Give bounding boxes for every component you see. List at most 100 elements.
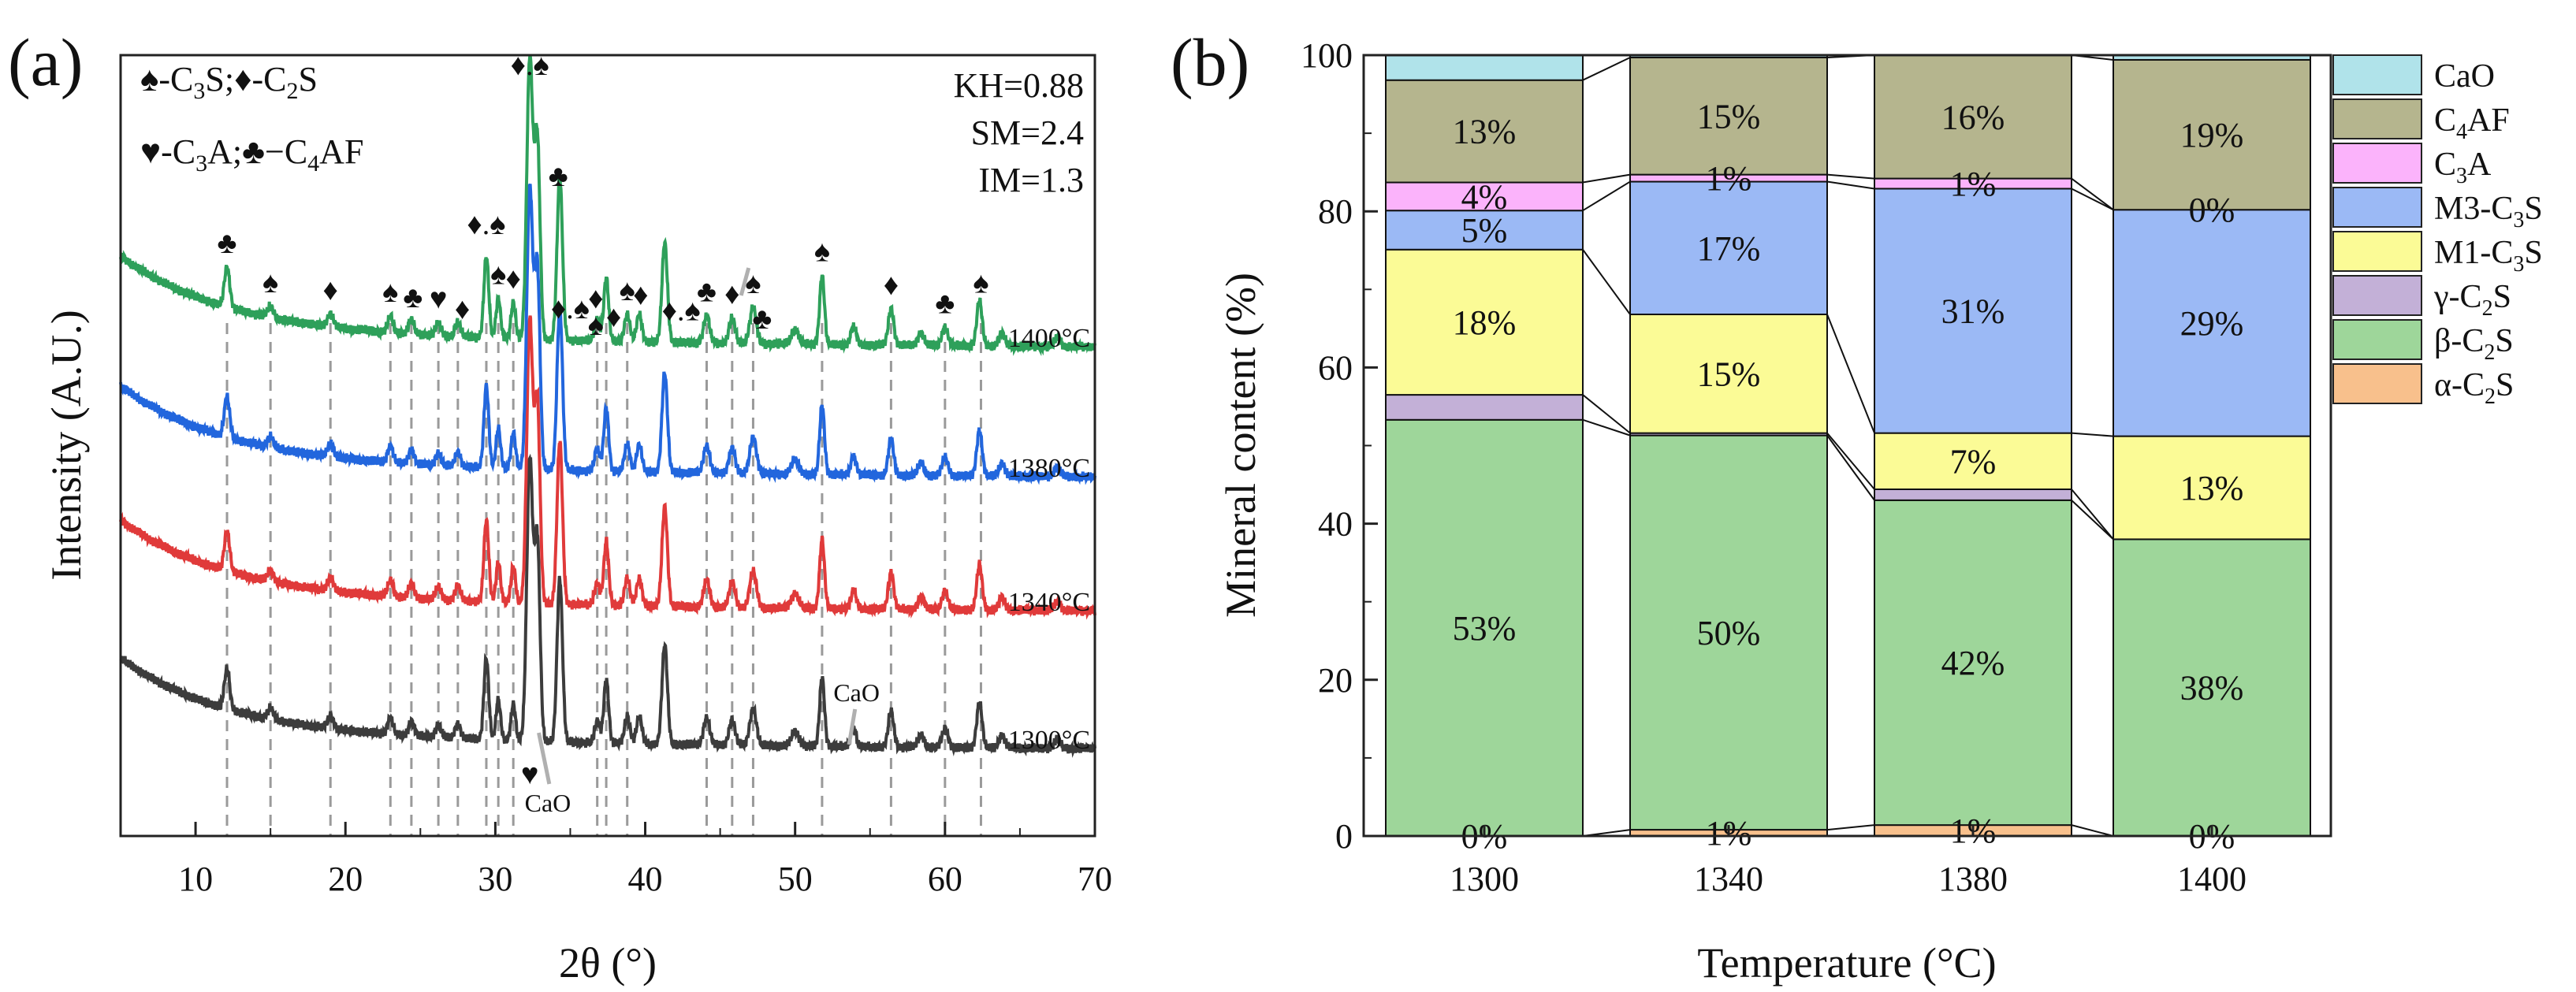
xrd-series-label: 1400°C — [1008, 324, 1090, 353]
xrd-peak-marker: ♠ — [745, 267, 761, 300]
segment-labels: 0%53%18%5%4%13%1%50%15%17%1%15%1%42%7%31… — [1453, 97, 2244, 856]
condition-sm: SM=2.4 — [971, 113, 1084, 152]
bar-connector-line — [1582, 249, 1631, 315]
xrd-pattern-group: 1300°C 1340°C 1380°C 1400°C — [119, 54, 1096, 758]
xrd-x-tick-label: 70 — [1078, 860, 1112, 898]
segment-label: 13% — [2180, 469, 2244, 507]
bar-segment — [2113, 58, 2311, 211]
xrd-x-axis-title: 2θ (°) — [559, 939, 657, 986]
legend-swatch — [2332, 319, 2422, 360]
bar-segment — [1874, 499, 2072, 827]
xrd-pattern-1380 — [119, 183, 1096, 485]
legend-label: β-C2S — [2434, 323, 2514, 365]
marker-key-line-1: ♠-C3S;♦-C2S — [140, 60, 318, 104]
bar-segment — [1629, 56, 1828, 176]
bar-y-tick-label: 40 — [1318, 505, 1353, 544]
xrd-peak-marker: ♦ — [323, 273, 338, 307]
legend-label: α-C2S — [2434, 367, 2514, 409]
condition-im: IM=1.3 — [978, 161, 1084, 199]
xrd-x-tick-label: 60 — [928, 860, 962, 898]
xrd-peak-marker: ♦ — [588, 282, 603, 315]
legend-swatch — [2332, 98, 2422, 139]
marker-arrow — [739, 267, 751, 296]
condition-kh: KH=0.88 — [954, 66, 1084, 105]
bar-x-axis-title: Temperature (°C) — [1697, 939, 1996, 986]
xrd-x-tick-label: 10 — [178, 860, 213, 898]
xrd-peak-marker: ♦ — [506, 262, 521, 295]
xrd-peak-marker: ♦ — [606, 301, 621, 334]
segment-label: 4% — [1461, 177, 1508, 216]
xrd-peak-marker: ♠ — [588, 309, 604, 342]
xrd-peak-marker: ♣ — [403, 281, 423, 314]
bar-y-ticks: 0 20 40 60 80 100 — [1301, 36, 1378, 856]
segment-label: 15% — [1697, 97, 1761, 136]
xrd-peak-marker: ♠ — [620, 274, 635, 307]
bar-connector-line — [1582, 173, 1631, 184]
legend-swatch — [2332, 275, 2422, 316]
bar-connector-line — [1582, 394, 1631, 434]
bar-connector-line — [2071, 500, 2114, 541]
xrd-peak-marker: ♦ — [884, 269, 899, 302]
segment-label: 17% — [1697, 229, 1761, 268]
bar-connector-line — [2071, 489, 2114, 541]
bar-connector-line — [2071, 177, 2114, 211]
xrd-peak-marker: ♦.♠ — [551, 292, 590, 325]
xrd-x-tick-label: 50 — [778, 860, 813, 898]
xrd-peak-marker: ♣ — [935, 288, 955, 321]
legend-label: M1-C3S — [2434, 235, 2543, 277]
bar-segment — [1629, 434, 1828, 831]
segment-label: 42% — [1941, 644, 2005, 682]
xrd-series-label: 1300°C — [1008, 726, 1090, 755]
bar-connector-line — [1826, 314, 1875, 434]
xrd-series-label: 1380°C — [1008, 454, 1090, 483]
bar-connector-line — [2071, 432, 2114, 437]
bar-segment — [1385, 248, 1584, 396]
legend-swatch — [2332, 187, 2422, 228]
segment-label: 5% — [1461, 211, 1508, 250]
bar-segment — [1874, 488, 2072, 501]
bar-segment — [1874, 54, 2072, 180]
cao-annotation: CaO — [833, 678, 880, 707]
xrd-x-tick-label: 40 — [628, 860, 663, 898]
legend-label: M3-C3S — [2434, 191, 2543, 232]
segment-label: 7% — [1950, 442, 1997, 481]
cao-annotation: CaO — [525, 789, 571, 817]
c3a-annotation: ♥ — [521, 758, 539, 791]
xrd-x-tick-label: 20 — [328, 860, 363, 898]
bar-x-tick-label: 1340 — [1694, 860, 1763, 898]
xrd-peak-marker: ♣ — [752, 303, 772, 336]
xrd-peak-marker: ♦ — [633, 278, 648, 311]
bar-segment — [1874, 188, 2072, 434]
bar-connector-line — [1826, 824, 1875, 831]
bar-connector-line — [1582, 57, 1631, 81]
bar-connectors — [1582, 54, 2114, 837]
bar-x-tick-label: 1400 — [2177, 860, 2247, 898]
bar-y-axis-title: Mineral content (%) — [1217, 273, 1264, 618]
segment-label: 0% — [2189, 191, 2235, 229]
segment-label: 53% — [1453, 609, 1517, 648]
segment-label: 13% — [1453, 113, 1517, 151]
segment-label: 19% — [2180, 116, 2244, 154]
legend-swatch — [2332, 231, 2422, 272]
marker-key-line-2: ♥-C3A;♣−C4AF — [140, 132, 363, 176]
xrd-peak-marker: ♠ — [262, 266, 278, 299]
xrd-plot-frame — [119, 54, 1096, 838]
xrd-peak-marker: ♠ — [490, 258, 506, 291]
xrd-peak-marker: ♦ — [455, 293, 470, 326]
bar-x-ticks: 1300 1340 1380 1400 — [1450, 825, 2247, 898]
segment-label: 1% — [1706, 159, 1752, 198]
legend-label: CaO — [2434, 58, 2495, 95]
segment-label: 16% — [1941, 98, 2005, 136]
bar-y-tick-label: 20 — [1318, 661, 1353, 700]
bar-x-tick-label: 1300 — [1450, 860, 1519, 898]
bar-x-tick-label: 1380 — [1938, 860, 2008, 898]
segment-label: 29% — [2180, 304, 2244, 343]
segment-label: 38% — [2180, 669, 2244, 708]
bar-y-tick-label: 100 — [1301, 36, 1353, 75]
xrd-x-ticks: 10 20 30 40 50 60 70 — [120, 822, 1112, 898]
segment-label: 15% — [1697, 355, 1761, 393]
xrd-x-tick-label: 30 — [478, 860, 512, 898]
